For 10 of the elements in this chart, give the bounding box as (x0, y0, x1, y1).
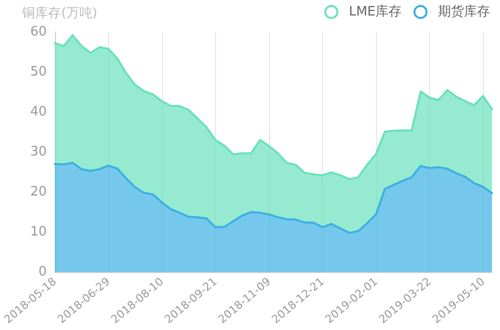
y-tick-label: 40 (30, 104, 47, 120)
y-tick-label: 30 (30, 144, 47, 160)
y-tick-label: 10 (30, 224, 47, 240)
legend-label: 期货库存 (438, 4, 490, 20)
y-tick-label: 50 (30, 64, 47, 80)
y-tick-label: 20 (30, 184, 47, 200)
legend-label: LME库存 (348, 4, 402, 20)
y-tick-label: 60 (30, 24, 47, 40)
y-tick-label: 0 (38, 264, 47, 280)
y-axis-title: 铜库存(万吨) (21, 6, 98, 21)
